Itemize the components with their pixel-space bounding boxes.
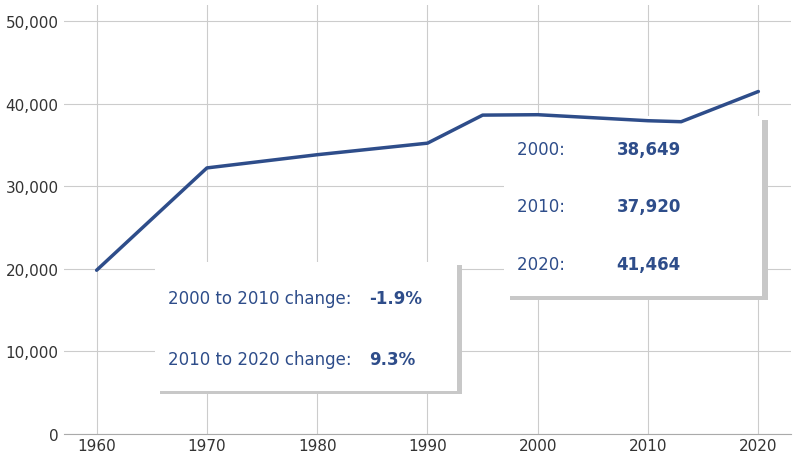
Text: 2010 to 2020 change:: 2010 to 2020 change: xyxy=(167,350,356,368)
Text: 41,464: 41,464 xyxy=(617,255,681,273)
Text: 2000 to 2010 change:: 2000 to 2010 change: xyxy=(167,289,356,308)
Text: 2010:: 2010: xyxy=(517,198,571,216)
Text: 9.3%: 9.3% xyxy=(369,350,415,368)
FancyBboxPatch shape xyxy=(160,266,462,394)
Text: 37,920: 37,920 xyxy=(617,198,681,216)
FancyBboxPatch shape xyxy=(155,263,457,391)
Text: 2020:: 2020: xyxy=(517,255,571,273)
FancyBboxPatch shape xyxy=(510,120,768,300)
Text: 38,649: 38,649 xyxy=(617,140,681,158)
FancyBboxPatch shape xyxy=(504,117,762,297)
Text: -1.9%: -1.9% xyxy=(369,289,422,308)
Text: 2000:: 2000: xyxy=(517,140,570,158)
